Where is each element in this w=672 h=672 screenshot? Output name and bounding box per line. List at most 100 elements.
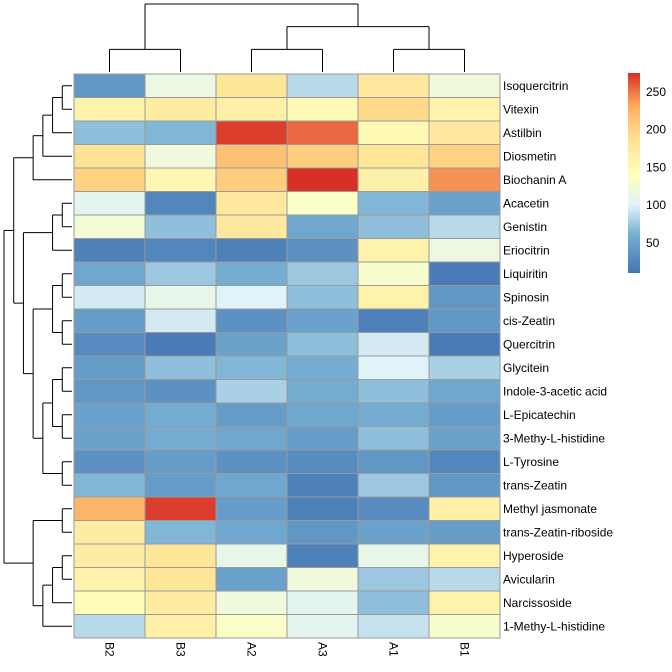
heatmap-cell: [144, 567, 217, 592]
heatmap-cell: [428, 191, 501, 216]
heatmap-cell: [357, 567, 430, 592]
heatmap-cell: [73, 167, 146, 192]
heatmap-cell: [286, 590, 359, 615]
heatmap-cell: [73, 238, 146, 263]
heatmap-cell: [144, 590, 217, 615]
heatmap-cell: [215, 238, 288, 263]
heatmap-cell: [286, 426, 359, 451]
heatmap-cell: [357, 614, 430, 639]
heatmap-cell: [428, 473, 501, 498]
column-label: A1: [387, 642, 401, 657]
heatmap-cell: [215, 590, 288, 615]
heatmap-cell: [357, 214, 430, 239]
heatmap-cell: [144, 426, 217, 451]
heatmap-cell: [357, 144, 430, 169]
heatmap-cell: [428, 355, 501, 380]
heatmap-cell: [73, 520, 146, 545]
heatmap-cell: [73, 379, 146, 404]
heatmap-cell: [357, 426, 430, 451]
heatmap-cell: [215, 73, 288, 98]
heatmap-cell: [215, 520, 288, 545]
heatmap-cell: [215, 214, 288, 239]
heatmap-cell: [144, 379, 217, 404]
heatmap-cell: [286, 73, 359, 98]
heatmap-cell: [428, 167, 501, 192]
heatmap-cell: [286, 473, 359, 498]
heatmap-cell: [357, 355, 430, 380]
heatmap-cell: [286, 567, 359, 592]
heatmap-cell: [73, 308, 146, 333]
heatmap-cell: [286, 332, 359, 357]
heatmap-cell: [144, 214, 217, 239]
heatmap-cell: [286, 214, 359, 239]
heatmap-cell: [144, 402, 217, 427]
heatmap-cell: [428, 73, 501, 98]
legend-tick-label: 50: [646, 236, 660, 250]
heatmap-cell: [357, 261, 430, 286]
heatmap-cell: [144, 496, 217, 521]
heatmap-cell: [357, 449, 430, 474]
heatmap-cell: [286, 191, 359, 216]
heatmap-cell: [215, 355, 288, 380]
heatmap-cell: [215, 402, 288, 427]
heatmap-cell: [215, 426, 288, 451]
heatmap-cell: [428, 120, 501, 145]
heatmap-cell: [215, 167, 288, 192]
row-label: Genistin: [503, 220, 547, 234]
heatmap-cell: [286, 120, 359, 145]
heatmap-cell: [357, 308, 430, 333]
heatmap-cell: [286, 496, 359, 521]
row-label: trans-Zeatin-riboside: [503, 525, 613, 539]
column-label: B1: [458, 642, 472, 657]
row-label: trans-Zeatin: [503, 478, 567, 492]
heatmap-cell: [357, 120, 430, 145]
row-label: Hyperoside: [503, 549, 564, 563]
heatmap-cell: [144, 120, 217, 145]
heatmap-cell: [215, 614, 288, 639]
heatmap-cell: [215, 285, 288, 310]
heatmap-cell: [357, 379, 430, 404]
heatmap-cell: [286, 97, 359, 122]
heatmap-cell: [286, 402, 359, 427]
heatmap-cell: [286, 543, 359, 568]
heatmap-cell: [428, 567, 501, 592]
color-legend: 50 100 150 200 250: [628, 73, 666, 273]
heatmap-cell: [286, 285, 359, 310]
heatmap-cell: [357, 520, 430, 545]
heatmap-cell: [428, 261, 501, 286]
heatmap-cell: [215, 473, 288, 498]
heatmap-cell: [428, 97, 501, 122]
heatmap-cell: [73, 332, 146, 357]
heatmap-cell: [144, 308, 217, 333]
heatmap-cell: [286, 238, 359, 263]
heatmap-cell: [73, 144, 146, 169]
heatmap-cell: [144, 473, 217, 498]
heatmap-cell: [73, 473, 146, 498]
legend-tick-label: 200: [646, 123, 666, 137]
row-label: Avicularin: [503, 572, 555, 586]
heatmap-cell: [144, 191, 217, 216]
heatmap-cell: [73, 191, 146, 216]
heatmap-cell: [73, 402, 146, 427]
heatmap-cell: [357, 73, 430, 98]
heatmap-cell: [144, 73, 217, 98]
heatmap-cell: [215, 261, 288, 286]
heatmap-cell: [428, 402, 501, 427]
heatmap-cell: [286, 379, 359, 404]
heatmap-cell: [286, 449, 359, 474]
heatmap-cell: [428, 449, 501, 474]
heatmap-cell: [357, 167, 430, 192]
heatmap-cell: [286, 520, 359, 545]
row-label: Indole-3-acetic acid: [503, 384, 607, 398]
heatmap-cell: [144, 355, 217, 380]
heatmap-cell: [73, 355, 146, 380]
row-dendrogram: [3, 85, 72, 627]
heatmap-cell: [215, 120, 288, 145]
heatmap-cell: [286, 167, 359, 192]
heatmap-cell: [428, 426, 501, 451]
heatmap-cell: [286, 308, 359, 333]
legend-tick-label: 100: [646, 198, 666, 212]
heatmap-cell: [215, 449, 288, 474]
heatmap-cell: [428, 144, 501, 169]
heatmap-cell: [357, 285, 430, 310]
